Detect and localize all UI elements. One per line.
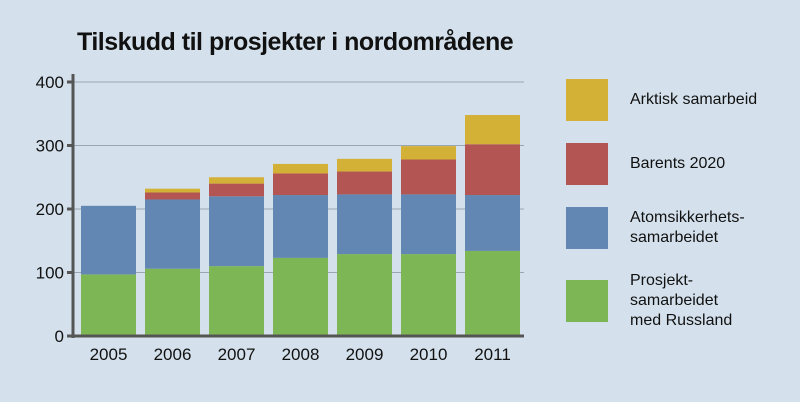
y-tick-label: 0 [55,327,64,346]
bar-segment [465,250,520,336]
bar-segment [145,192,200,200]
x-tick-label: 2011 [474,345,511,364]
bar-segment [273,163,328,174]
bar-segment [209,266,264,336]
bar-segment [209,196,264,267]
bar-segment [465,115,520,145]
bar-segment [401,254,456,336]
chart-title: Tilskudd til prosjekter i nordområdene [77,28,514,56]
legend-label: Barents 2020 [630,155,726,172]
legend-label: Atomsikkerhets- samarbeidet [630,209,745,246]
bar-segment [337,254,392,336]
x-tick-label: 2007 [218,345,256,364]
legend-item: Prosjekt- samarbeidet med Russland [566,271,732,331]
y-tick-label: 400 [36,73,64,92]
bar-segment [337,171,392,195]
bar-segment [401,194,456,255]
bar-segment [273,173,328,196]
legend-item: Arktisk samarbeid [566,79,757,121]
x-tick-label: 2005 [90,345,128,364]
bar-segment [337,158,392,172]
bar-segment [465,195,520,251]
legend-label: Arktisk samarbeid [630,91,758,108]
bar-segment [465,144,520,196]
bar-segment [209,177,264,184]
legend-swatch [566,207,608,249]
legend-label: Prosjekt- samarbeidet med Russland [630,272,733,329]
bar-segment [273,195,328,258]
bar-segment [273,257,328,336]
y-tick-label: 100 [36,264,64,283]
y-tick-label: 300 [36,137,64,156]
bar-segment [145,188,200,193]
legend-item: Atomsikkerhets- samarbeidet [566,207,745,249]
legend-swatch [566,79,608,121]
legend-swatch [566,143,608,185]
bar-segment [145,199,200,269]
bar-segment [401,159,456,195]
x-tick-label: 2008 [282,345,320,364]
x-tick-label: 2010 [410,345,448,364]
legend-item: Barents 2020 [566,143,725,185]
x-tick-label: 2009 [346,345,384,364]
bar-segment [209,183,264,197]
y-tick-label: 200 [36,200,64,219]
bar-segment [145,268,200,336]
bar-segment [337,194,392,255]
bar-segment [81,274,136,336]
x-tick-label: 2006 [154,345,192,364]
legend-swatch [566,280,608,322]
bar-segment [401,146,456,160]
bar-segment [81,205,136,275]
